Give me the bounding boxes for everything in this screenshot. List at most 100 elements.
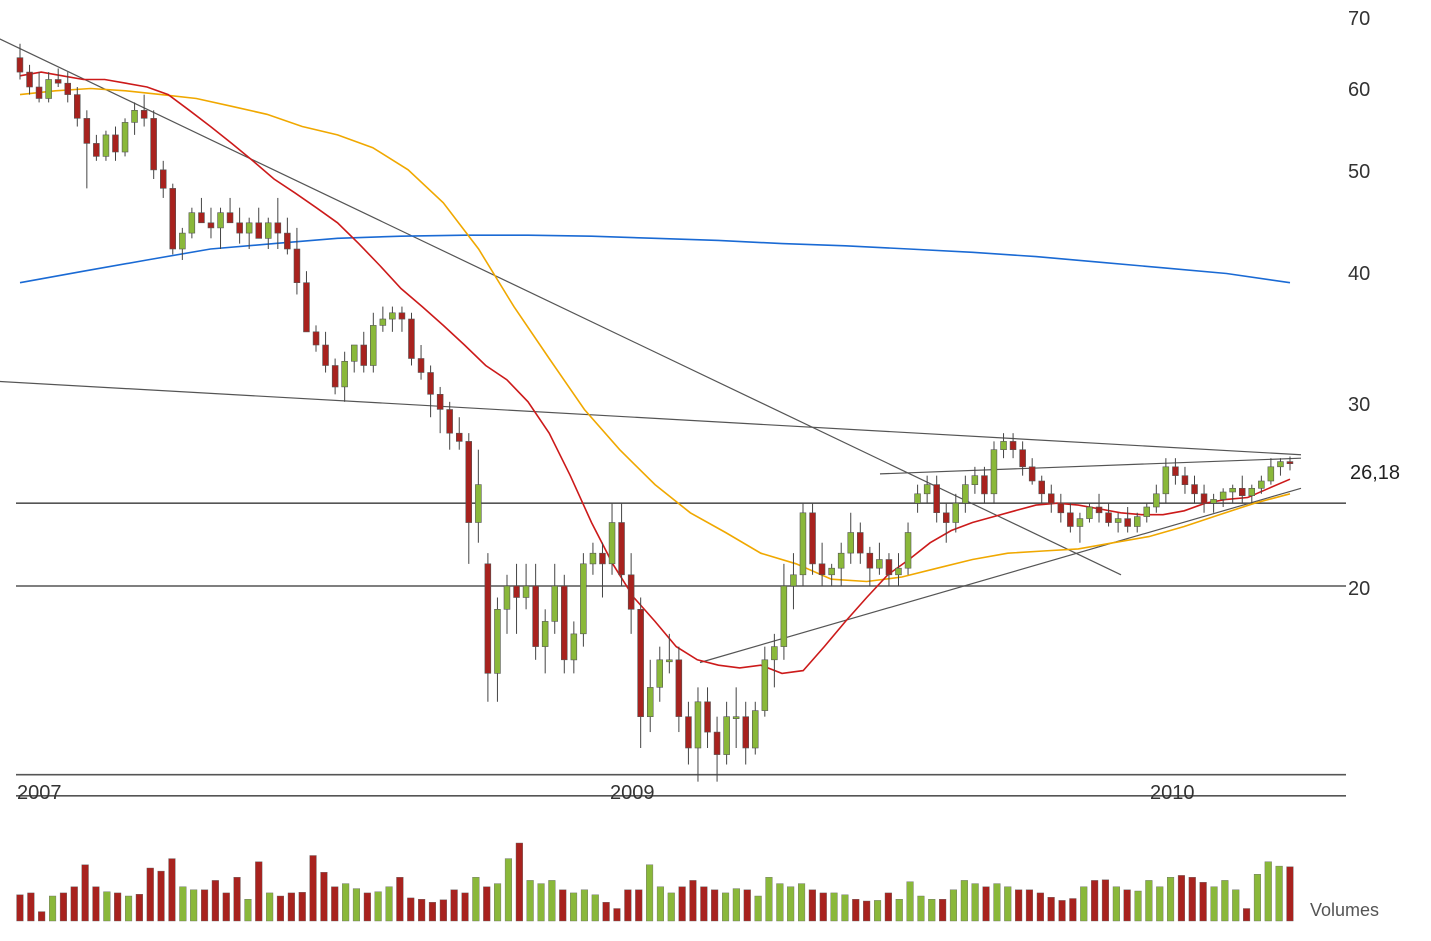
candle [1258,475,1265,494]
volume-bar [515,842,523,922]
volume-bar [1242,908,1251,922]
candle [1038,475,1046,504]
volume-bar [906,881,914,922]
candle [618,503,625,586]
y-axis: 70 60 50 40 30 20 [1348,8,1370,600]
candle [837,542,845,586]
candle [369,312,377,373]
candle [981,466,988,504]
candle [150,110,157,180]
trend-line [699,487,1302,664]
candle [675,646,683,733]
candle [560,574,568,674]
candle [121,118,129,157]
volume-bar [537,883,545,922]
candle [809,503,816,575]
volume-bar [211,880,219,922]
volume-bar [678,886,686,922]
candle [1267,458,1275,485]
volume-bar [233,877,241,922]
volume-bar [971,883,979,922]
volume-bar [494,883,502,922]
candle [198,197,205,224]
candle [26,64,33,95]
candle [780,563,788,660]
trend-line [879,457,1302,475]
candle [551,563,558,634]
candle [742,701,749,765]
candle [942,503,950,543]
candle [570,621,578,674]
candle [608,503,616,575]
candle [685,701,692,765]
candle [990,441,998,504]
trendlines [0,38,1302,664]
volume-bar [960,880,968,922]
candle [475,449,482,543]
candle [54,68,62,88]
volume-bar [385,886,393,922]
candle [1067,503,1074,533]
candle [494,597,501,702]
volume-bar [27,892,35,922]
volume-bar [570,892,578,922]
candle [856,522,864,564]
volume-bar [255,861,263,922]
candle [293,227,301,295]
volume-bar [352,888,361,922]
volume-bar [884,892,892,922]
volume-bar [124,895,133,922]
candle [904,522,912,575]
candle [131,102,138,135]
y-tick-label: 30 [1348,394,1370,416]
volume-bar [298,892,306,922]
volume-bar [157,870,165,922]
volume-bar [1015,889,1023,922]
volume-bar [982,886,990,922]
candle [264,217,272,250]
volume-bar [135,894,143,922]
candle [226,197,234,224]
candle [1162,458,1170,504]
candle [112,126,119,161]
candle [1086,503,1093,523]
candle [1134,512,1141,533]
candle [694,687,702,782]
candle [656,646,663,702]
candle [666,633,673,674]
volume-bar [765,877,773,922]
volume-bar [168,858,176,922]
candle [74,87,81,127]
candle [914,484,921,513]
y-tick-label: 70 [1348,8,1370,30]
candle [1229,484,1236,504]
candle [866,546,874,586]
candle [646,659,654,733]
volume-bar [580,889,588,922]
candle [274,197,282,250]
candle [1239,475,1246,504]
volume-bar [776,883,784,922]
candle [417,344,425,380]
volume-bar [81,864,89,922]
candle [350,344,358,373]
candle [1000,433,1007,459]
candle [379,306,387,332]
candle [45,72,52,103]
candle [303,271,310,333]
volume-bar [1025,889,1033,922]
ma-long-line [19,234,1291,284]
volume-bar [830,892,838,922]
candle [589,542,597,575]
volume-bar [613,908,621,922]
volume-bar [1004,886,1012,922]
volume-bar [418,899,426,922]
volume-bar [1091,880,1099,922]
candle [971,466,979,494]
volume-bar [808,889,816,922]
volume-bar [993,883,1001,922]
volume-bar [472,877,480,922]
volume-bar [1199,882,1207,922]
candle [952,493,959,533]
volume-bar [287,892,295,922]
